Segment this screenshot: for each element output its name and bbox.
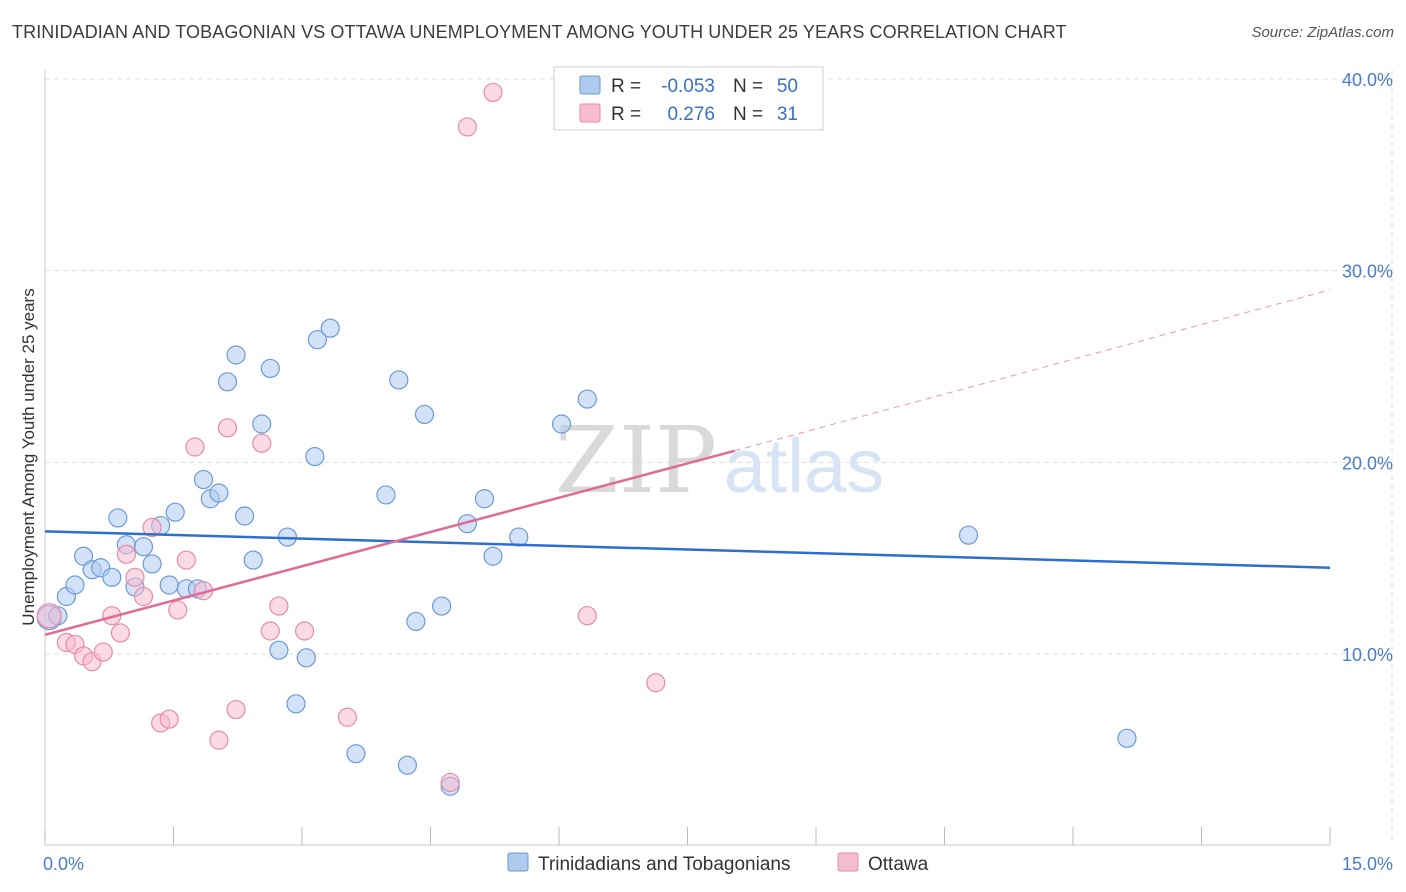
ottawa-point-23 [269,596,289,616]
y-tick-label-2: 30.0% [1342,262,1393,282]
trinidadians-point-32 [307,330,328,350]
trinidadians-point-4 [73,546,94,566]
trinidadians-point-11 [133,537,154,557]
trinidadians-point-38 [406,611,426,632]
ottawa-point-19 [217,418,238,438]
tick-labels: 10.0% 20.0% 30.0% 40.0% 0.0% 15.0% [43,70,1393,874]
trinidadians-point-47 [577,389,597,409]
trinidadians-point-15 [165,502,185,522]
trinidadians-point-34 [346,744,366,764]
ottawa-point-9 [125,567,145,587]
trinidadians-point-25 [252,414,272,434]
y-tick-label-3: 40.0% [1342,70,1393,90]
trinidadians-point-8 [108,508,128,528]
ottawa-point-8 [116,544,136,564]
legend-r-value-blue: -0.053 [661,76,715,97]
y-tick-label-1: 20.0% [1342,453,1393,473]
ottawa-point-10 [133,586,154,607]
ottawa-point-0 [36,603,62,629]
ottawa-point-5 [93,642,113,662]
x-tick-label-0: 0.0% [43,854,84,874]
watermark-zip: ZIP [555,407,717,514]
bottom-legend-trinidadians: Trinidadians and Tobagonians [538,854,790,875]
trinidadians-point-46 [551,414,572,434]
legend-r-value-pink: 0.276 [667,104,715,125]
ottawa-point-29 [577,606,597,626]
trinidadians-point-27 [269,640,289,660]
ottawa-point-21 [252,433,272,453]
ottawa-point-25 [337,707,358,727]
trend-lines [44,289,1331,637]
legend-r-label-pink: R = [611,104,641,125]
x-tick-label-1: 15.0% [1342,854,1393,874]
ottawa-point-11 [142,517,162,538]
bottom-legend-ottawa: Ottawa [868,854,929,875]
ottawa-point-14 [168,600,188,620]
ottawa-point-22 [260,621,280,641]
ottawa-point-28 [483,82,503,103]
trinidadians-point-21 [217,372,238,392]
trinidadians-point-33 [320,318,340,338]
series-legend: Trinidadians and Tobagonians Ottawa [507,852,929,875]
series-ottawa-points [36,82,666,793]
trinidadians-point-35 [376,485,396,505]
trinidadians-point-7 [102,567,122,587]
trinidadians-point-45 [509,527,529,547]
trinidadians-point-20 [209,483,229,503]
legend-n-value-pink: 31 [777,104,798,125]
trinidadians-point-49 [1117,728,1137,748]
trinidadians-point-18 [193,469,214,490]
trinidadians-point-36 [389,370,409,390]
trinidadians-point-12 [142,554,162,574]
trinidadians-point-39 [414,404,435,425]
trinidadians-point-26 [260,358,280,379]
grid-lines [45,70,1393,845]
ottawa-trend-line [44,449,735,637]
y-tick-label-0: 10.0% [1342,645,1393,665]
ottawa-point-27 [457,117,477,137]
legend-n-value-blue: 50 [777,76,798,97]
trinidadians-point-24 [243,550,263,570]
trinidadians-point-14 [159,575,179,595]
trinidadians-point-30 [296,648,316,668]
ottawa-point-26 [440,772,460,793]
watermark: ZIP atlas [555,407,884,514]
legend-pink-swatch [579,103,601,123]
chart-title: TRINIDADIAN AND TOBAGONIAN VS OTTAWA UNE… [12,22,1067,42]
trinidadians-point-44 [483,546,503,566]
axes [44,70,1331,846]
ottawa-trend-extension [734,289,1331,452]
watermark-atlas: atlas [724,424,885,509]
trinidadians-point-29 [286,694,306,714]
trinidadians-point-37 [397,755,417,775]
ottawa-point-30 [646,673,666,693]
chart-source: Source: ZipAtlas.com [1251,24,1394,41]
ottawa-point-24 [294,621,315,641]
ottawa-point-18 [209,730,229,750]
legend-blue-swatch [579,75,601,95]
y-axis-label: Unemployment Among Youth under 25 years [19,288,38,625]
ottawa-point-7 [110,623,130,643]
trinidadians-point-31 [305,446,325,467]
trinidadians-point-48 [958,525,979,545]
correlation-legend: R = -0.053 N = 50 R = 0.276 N = 31 [553,66,824,131]
trinidadians-point-22 [226,345,246,365]
bottom-legend-blue-swatch [507,852,529,872]
legend-n-label-blue: N = [733,76,763,97]
ottawa-point-13 [159,709,179,729]
trinidadians-point-43 [474,489,495,509]
trinidadians-point-40 [432,596,452,616]
ottawa-point-16 [185,437,205,457]
trinidadians-trend-line [44,530,1331,569]
legend-r-label-blue: R = [611,76,641,97]
legend-n-label-pink: N = [733,104,763,125]
bottom-legend-pink-swatch [837,852,859,872]
trinidadians-point-3 [65,575,85,595]
ottawa-point-20 [226,699,246,720]
trinidadians-point-23 [235,506,255,526]
ottawa-point-15 [176,550,196,570]
